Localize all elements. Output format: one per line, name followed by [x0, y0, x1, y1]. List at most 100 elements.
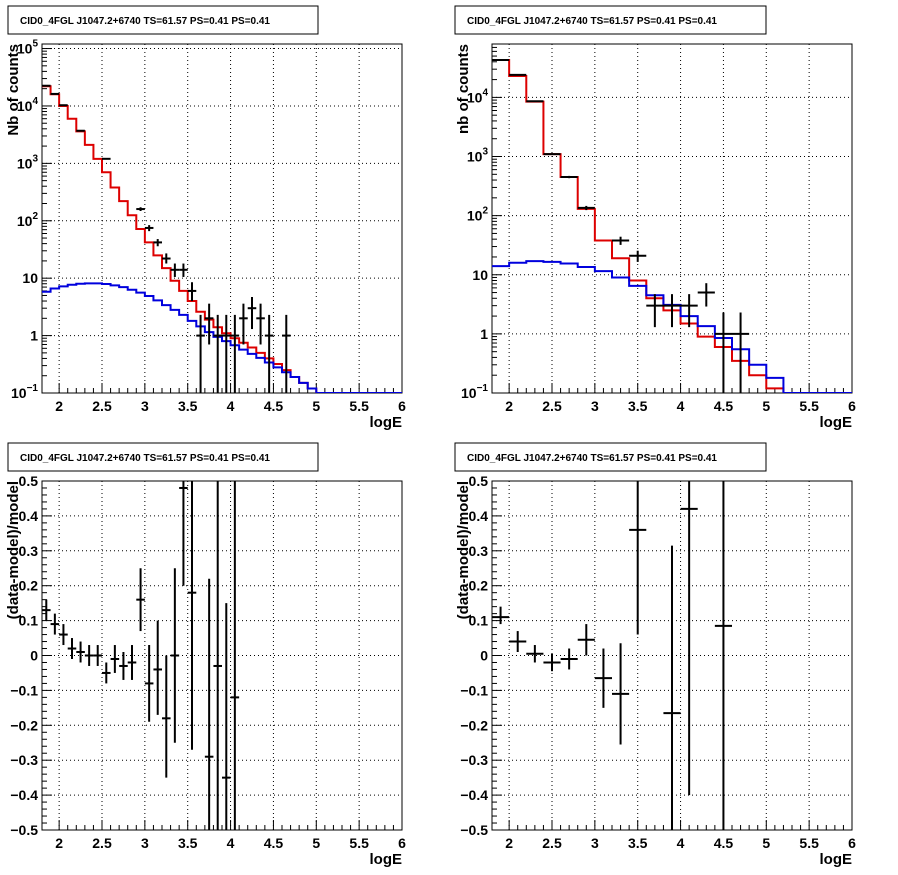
- y-tick-label: 103: [467, 147, 489, 165]
- x-tick-label: 6: [848, 835, 856, 851]
- chart-panel-4: CID0_4FGL J1047.2+6740 TS=61.57 PS=0.41 …: [454, 442, 856, 868]
- data-point: [162, 253, 171, 264]
- data-point: [594, 648, 612, 708]
- data-point: [110, 645, 120, 673]
- y-tick-label: −0.4: [460, 787, 488, 803]
- data-point: [42, 84, 51, 87]
- data-point: [162, 655, 171, 778]
- data-point: [680, 481, 698, 796]
- chart-title: CID0_4FGL J1047.2+6740 TS=61.57 PS=0.41 …: [20, 453, 270, 464]
- series-line-2: [42, 282, 402, 393]
- data-point: [697, 283, 715, 307]
- x-tick-label: 2: [55, 398, 63, 414]
- data-point: [153, 620, 162, 715]
- x-tick-label: 6: [398, 835, 406, 851]
- data-point: [732, 312, 750, 393]
- y-tick-label: −0.2: [10, 717, 38, 733]
- x-tick-label: 2: [505, 398, 513, 414]
- y-tick-label: 102: [17, 211, 39, 229]
- x-tick-label: 4.5: [264, 398, 284, 414]
- y-tick-label: 0.3: [19, 543, 39, 559]
- data-point: [663, 294, 681, 328]
- x-tick-label: 5: [762, 835, 770, 851]
- chart-title: CID0_4FGL J1047.2+6740 TS=61.57 PS=0.41 …: [20, 16, 270, 27]
- x-axis-title: logE: [820, 851, 853, 868]
- plot-area: [492, 58, 852, 393]
- y-tick-label: −0.5: [10, 822, 38, 838]
- x-axis-title: logE: [370, 851, 403, 868]
- data-point: [629, 250, 647, 262]
- data-point: [509, 73, 527, 76]
- data-point: [204, 303, 214, 345]
- x-tick-label: 5.5: [349, 398, 369, 414]
- x-tick-label: 5: [762, 398, 770, 414]
- y-tick-label: 0.4: [469, 508, 489, 524]
- y-tick-label: −0.5: [460, 822, 488, 838]
- data-point: [577, 624, 595, 656]
- y-axis-title: (data-model)/model: [455, 481, 472, 619]
- data-point: [59, 104, 68, 107]
- x-tick-label: 3.5: [178, 835, 198, 851]
- data-point: [663, 545, 681, 830]
- y-tick-label: −0.4: [10, 787, 38, 803]
- chart-title: CID0_4FGL J1047.2+6740 TS=61.57 PS=0.41 …: [467, 453, 717, 464]
- x-tick-label: 6: [848, 398, 856, 414]
- y-tick-label: 0.1: [469, 613, 489, 629]
- x-axis-title: logE: [820, 414, 853, 431]
- data-point: [560, 175, 578, 179]
- data-point: [59, 624, 68, 646]
- data-point: [256, 303, 265, 345]
- title-box: [454, 5, 767, 35]
- data-point: [264, 314, 274, 393]
- data-point: [67, 638, 77, 659]
- data-point: [577, 205, 595, 211]
- x-tick-label: 4: [227, 835, 235, 851]
- y-axis-title: (data-model)/model: [5, 481, 22, 619]
- data-point: [102, 662, 111, 684]
- data-point: [179, 481, 188, 586]
- data-point: [213, 481, 222, 830]
- y-tick-label: 10−1: [461, 383, 488, 401]
- x-axis-title: logE: [370, 414, 403, 431]
- x-tick-label: 3: [141, 398, 149, 414]
- x-tick-label: 4.5: [714, 835, 734, 851]
- y-tick-label: 1: [480, 326, 488, 342]
- data-point: [526, 645, 544, 663]
- y-tick-label: 0: [480, 648, 488, 664]
- x-tick-label: 5: [312, 398, 320, 414]
- plot-frame: [491, 43, 853, 394]
- data-point: [543, 653, 561, 672]
- data-point: [222, 314, 231, 393]
- data-point: [680, 294, 698, 328]
- y-tick-label: −0.3: [460, 752, 488, 768]
- x-tick-label: 4.5: [714, 398, 734, 414]
- x-tick-label: 4: [227, 398, 235, 414]
- chart-title: CID0_4FGL J1047.2+6740 TS=61.57 PS=0.41 …: [467, 16, 717, 27]
- data-point: [714, 312, 732, 393]
- data-point: [84, 645, 94, 666]
- y-tick-label: 0.5: [19, 473, 39, 489]
- x-tick-label: 2: [55, 835, 63, 851]
- data-point: [76, 641, 85, 663]
- x-tick-label: 5.5: [349, 835, 369, 851]
- chart-panel-3: CID0_4FGL J1047.2+6740 TS=61.57 PS=0.41 …: [5, 442, 406, 868]
- data-point: [239, 303, 248, 345]
- data-point: [509, 631, 527, 653]
- data-point: [136, 207, 145, 211]
- y-tick-label: 1: [30, 328, 38, 344]
- y-axis-title: nb of counts: [455, 44, 472, 134]
- title-box: [7, 5, 319, 35]
- y-axis-title: Nb of counts: [5, 44, 22, 136]
- x-tick-label: 5: [312, 835, 320, 851]
- y-tick-label: 0.1: [19, 613, 39, 629]
- data-point: [612, 643, 630, 745]
- y-tick-label: −0.1: [460, 682, 488, 698]
- y-tick-label: 0.4: [19, 508, 39, 524]
- data-point: [170, 263, 180, 277]
- y-tick-label: 10: [472, 267, 488, 283]
- data-point: [714, 481, 732, 830]
- x-tick-label: 3.5: [628, 398, 648, 414]
- x-tick-label: 5.5: [799, 835, 819, 851]
- data-point: [76, 129, 85, 132]
- x-tick-label: 3: [591, 398, 599, 414]
